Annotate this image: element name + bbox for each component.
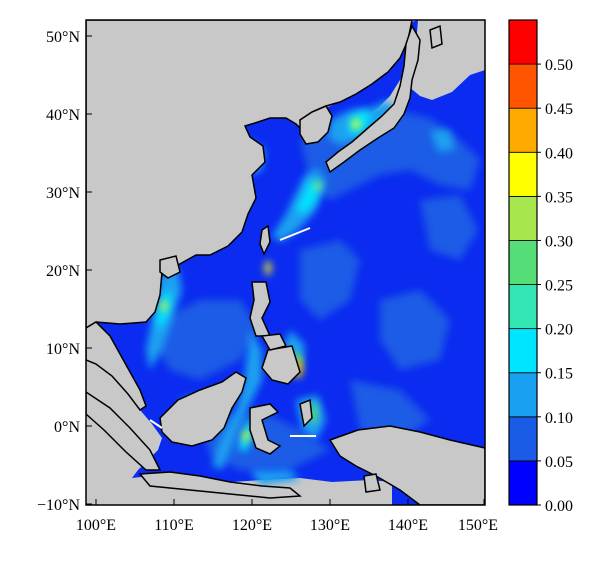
colorbar-swatch [508,416,538,462]
colorbar-swatch [508,372,538,418]
colorbar-label: 0.10 [545,410,573,427]
lon-label-130e: 130°E [310,517,350,534]
lat-label-minus10n: −10°N [37,497,80,514]
lon-axis: 100°E 110°E 120°E 130°E 140°E 150°E [76,499,498,534]
lat-label-0n: 0°N [54,419,80,436]
colorbar-swatch [508,19,538,65]
lat-label-20n: 20°N [46,263,80,280]
lon-label-110e: 110°E [154,517,194,534]
colorbar-label: 0.45 [545,101,573,118]
korea [299,105,333,145]
colorbar-swatch [508,328,538,374]
colorbar-label: 0.35 [545,189,573,206]
lon-label-120e: 120°E [232,517,272,534]
colorbar-label: 0.50 [545,57,573,74]
colorbar-swatch [508,240,538,285]
lat-label-50n: 50°N [46,29,80,46]
taiwan [259,224,271,256]
lat-label-30n: 30°N [46,185,80,202]
hainan [159,255,181,279]
luzon [249,281,272,337]
sumatra [86,391,162,471]
halmahera [299,398,313,428]
new-guinea [328,425,485,505]
colorbar-label: 0.25 [545,278,573,295]
map-frame [85,19,486,506]
colorbar: 0.00 0.05 0.10 0.15 0.20 0.25 0.30 0.35 0.40 0.45… [508,19,573,515]
lat-axis: 50°N 40°N 30°N 20°N 10°N 0°N −10°N [37,29,92,514]
ocean-field-north [300,20,418,136]
lat-label-40n: 40°N [46,107,80,124]
lon-label-140e: 140°E [388,517,428,534]
colorbar-label: 0.00 [545,498,573,515]
colorbar-swatch [508,284,538,330]
small-island-1 [429,24,443,50]
colorbar-label: 0.05 [545,454,573,471]
land-masses [86,20,485,505]
colorbar-label: 0.20 [545,322,573,339]
malay-peninsula [86,321,147,412]
lat-label-10n: 10°N [46,341,80,358]
lon-label-100e: 100°E [76,517,116,534]
map-panel [86,20,485,505]
java [138,471,302,499]
mindanao [261,345,301,385]
colorbar-swatch [508,460,538,506]
borneo [159,371,247,447]
colorbar-frame [508,19,538,506]
visayas [260,333,288,351]
colorbar-swatch [508,107,538,153]
colorbar-label: 0.40 [545,145,573,162]
colorbar-swatch [508,195,538,241]
lon-label-150e: 150°E [458,517,498,534]
small-island-2 [363,473,381,493]
colorbar-swatch [508,63,538,109]
colorbar-swatch [508,151,538,197]
sulawesi [249,403,282,455]
colorbar-label: 0.30 [545,233,573,250]
asia-mainland [86,20,413,329]
japan [325,24,421,174]
colorbar-label: 0.15 [545,366,573,383]
coast-highlights [149,227,316,437]
